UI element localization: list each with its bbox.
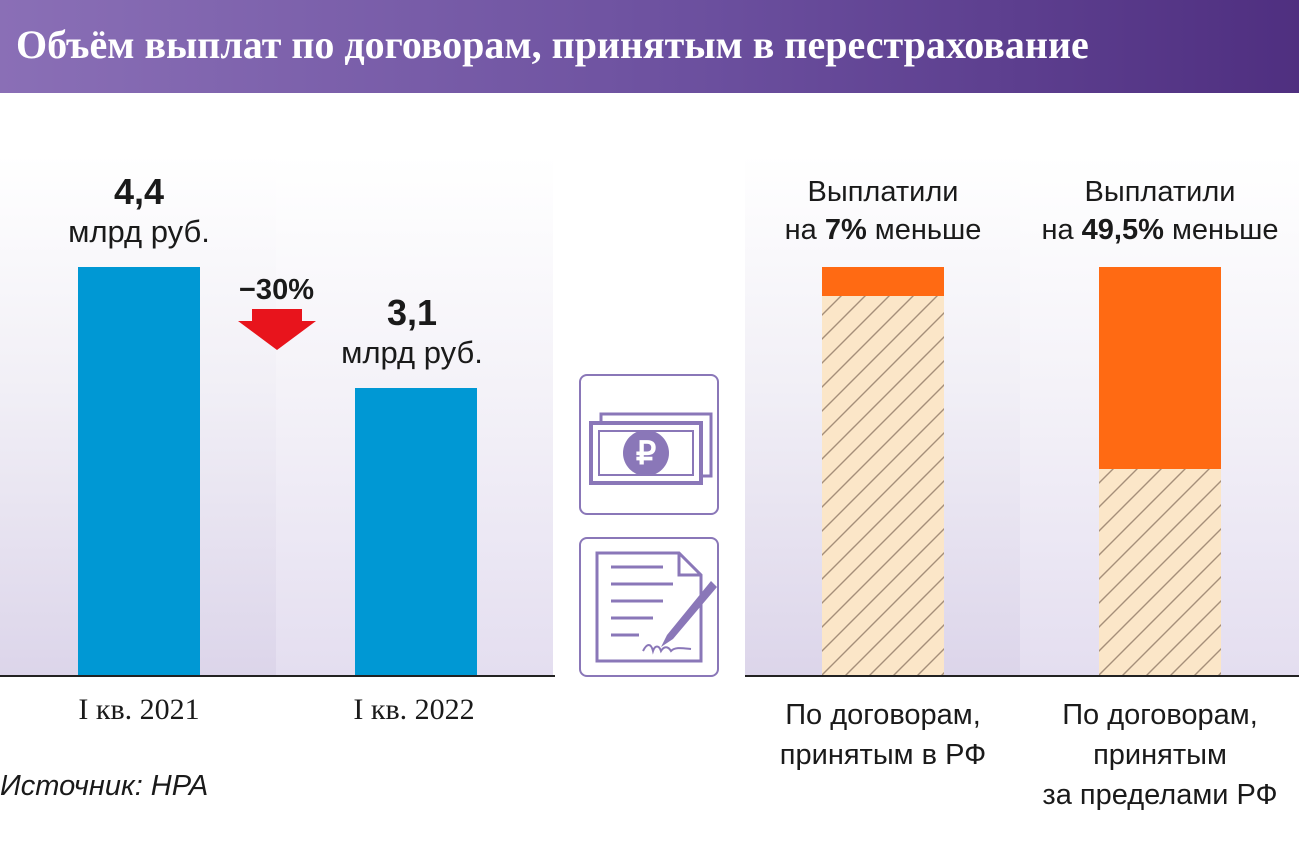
stacked-bar-abroad	[1099, 267, 1221, 675]
svg-text:₽: ₽	[636, 435, 656, 471]
change-label: −30%	[239, 274, 314, 306]
decrease-segment-abroad	[1099, 267, 1221, 469]
value-2022: 3,1	[386, 292, 438, 333]
category-rf: По договорам, принятым в РФ	[780, 695, 986, 775]
header-rf: Выплатили на 7% меньше	[785, 173, 982, 249]
decrease-segment-rf	[822, 267, 944, 296]
category-2022: I кв. 2022	[353, 693, 475, 726]
left-baseline	[0, 675, 555, 677]
remaining-segment-rf	[822, 296, 944, 675]
category-abroad-line2: принятым	[1093, 739, 1227, 771]
unit-2021: млрд руб.	[68, 214, 210, 249]
header-rf-line2: на 7% меньше	[784, 214, 982, 246]
right-baseline	[745, 675, 1299, 677]
source-note: Источник: НРА	[0, 770, 209, 802]
header-abroad-line2: на 49,5% меньше	[1041, 214, 1279, 246]
category-abroad-line1: По договорам,	[1062, 699, 1258, 731]
down-arrow-icon	[238, 309, 316, 350]
contract-icon-box	[579, 537, 719, 677]
header-banner: Объём выплат по договорам, принятым в пе…	[0, 0, 1299, 93]
remaining-segment-abroad	[1099, 469, 1221, 675]
header-rf-line1: Выплатили	[807, 176, 959, 208]
category-rf-line1: По договорам,	[785, 699, 981, 731]
value-label-2021: 4,4 млрд руб.	[68, 171, 210, 251]
contract-pen-icon	[595, 551, 717, 663]
header-abroad: Выплатили на 49,5% меньше	[1041, 173, 1278, 249]
header-abroad-line1: Выплатили	[1084, 176, 1236, 208]
decrease-rf: 7%	[824, 214, 867, 246]
category-rf-line2: принятым в РФ	[779, 739, 987, 771]
decrease-abroad: 49,5%	[1081, 214, 1164, 246]
category-abroad: По договорам, принятым за пределами РФ	[1042, 695, 1277, 815]
stacked-bar-rf	[822, 267, 944, 675]
unit-2022: млрд руб.	[341, 335, 483, 370]
category-abroad-line3: за пределами РФ	[1042, 779, 1278, 811]
bar-2022	[355, 388, 477, 675]
bar-2021	[78, 267, 200, 675]
value-label-2022: 3,1 млрд руб.	[341, 292, 483, 372]
value-2021: 4,4	[113, 171, 165, 212]
money-ruble-icon: ₽	[589, 412, 713, 485]
category-2021: I кв. 2021	[78, 693, 200, 726]
money-icon-box: ₽	[579, 374, 719, 515]
chart-title: Объём выплат по договорам, принятым в пе…	[16, 22, 1089, 67]
